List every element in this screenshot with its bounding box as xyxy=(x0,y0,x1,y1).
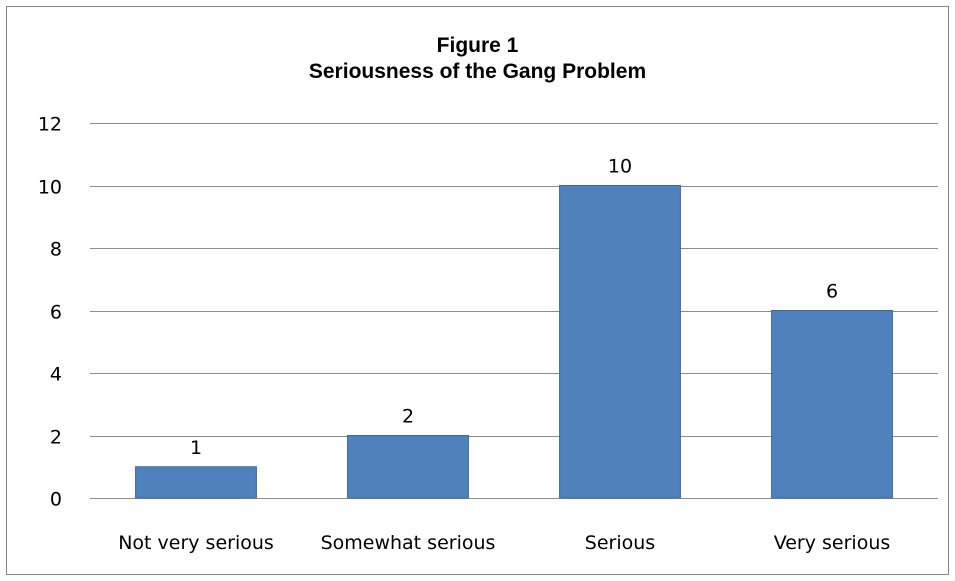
bar xyxy=(771,310,893,499)
y-tick-label: 6 xyxy=(50,302,62,324)
data-label: 1 xyxy=(190,437,202,459)
data-label: 2 xyxy=(402,406,414,428)
x-tick-label: Very serious xyxy=(774,532,891,554)
bar xyxy=(559,185,681,499)
data-labels: 1 2 10 6 xyxy=(190,156,838,459)
x-tick-label: Not very serious xyxy=(118,532,274,554)
bar xyxy=(347,435,469,499)
y-tick-label: 2 xyxy=(50,427,62,449)
y-tick-label: 0 xyxy=(50,489,62,511)
chart-title-block: Figure 1 Seriousness of the Gang Problem xyxy=(7,33,948,85)
y-axis-tick-labels: 0 2 4 6 8 10 12 xyxy=(38,114,62,511)
data-label: 6 xyxy=(826,281,838,303)
bars xyxy=(135,185,893,499)
x-tick-label: Somewhat serious xyxy=(321,532,496,554)
y-tick-label: 12 xyxy=(38,114,62,136)
x-axis-tick-labels: Not very serious Somewhat serious Serious V… xyxy=(118,532,890,554)
chart-subtitle: Seriousness of the Gang Problem xyxy=(308,60,647,83)
chart-title: Figure 1 xyxy=(436,34,519,57)
y-tick-label: 10 xyxy=(38,177,62,199)
y-tick-label: 8 xyxy=(50,239,62,261)
bar xyxy=(135,466,257,499)
x-tick-label: Serious xyxy=(585,532,655,554)
data-label: 10 xyxy=(608,156,632,178)
y-tick-label: 4 xyxy=(50,364,62,386)
